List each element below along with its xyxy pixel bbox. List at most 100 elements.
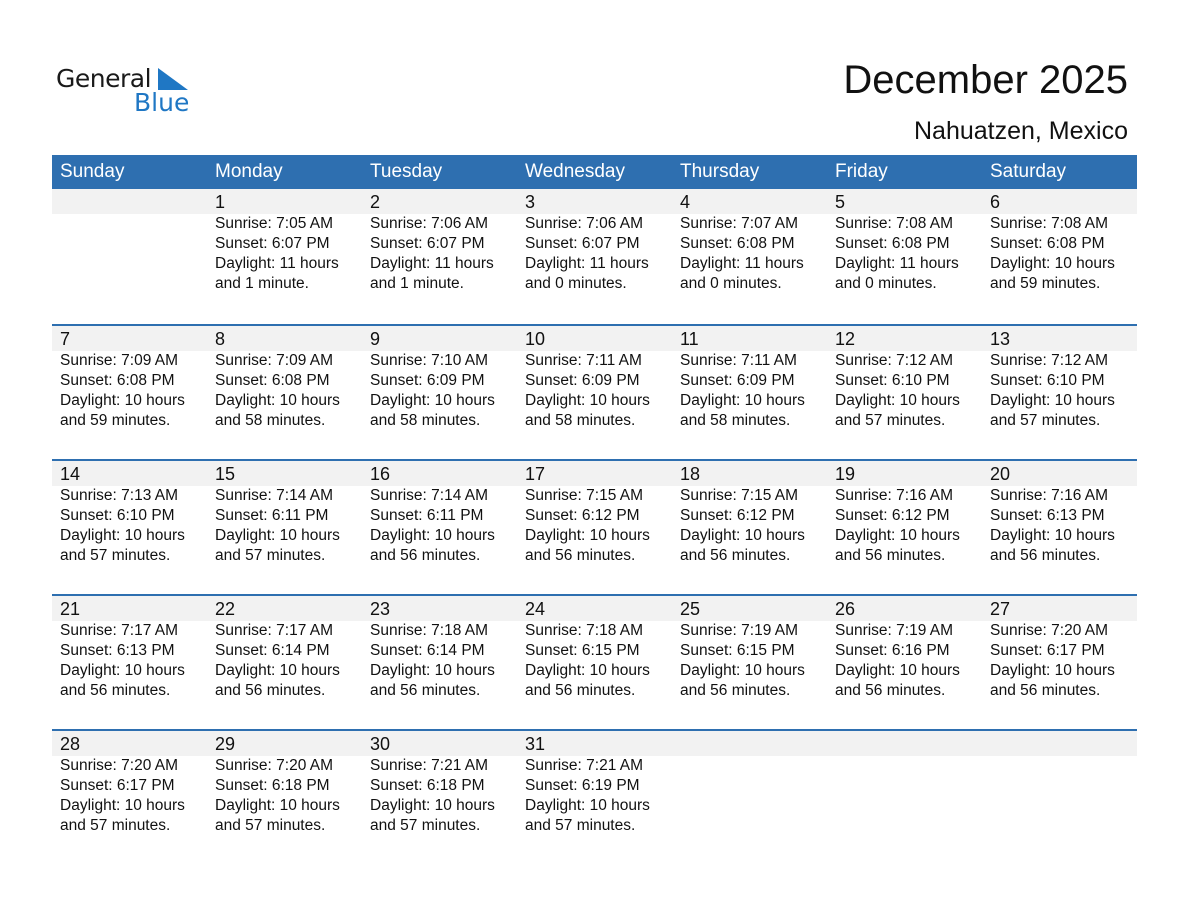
day-number: 6 bbox=[990, 192, 1001, 212]
day-cell: 4 Sunrise: 7:07 AM Sunset: 6:08 PM Daylight… bbox=[672, 189, 827, 324]
daylight-text: Daylight: 10 hours bbox=[60, 392, 185, 409]
daylight-text: Daylight: 10 hours bbox=[60, 662, 185, 679]
day-cell: 22 Sunrise: 7:17 AM Sunset: 6:14 PM Dayligh… bbox=[207, 596, 362, 729]
day-number: 26 bbox=[835, 599, 856, 619]
daylight-text: Daylight: 10 hours bbox=[990, 527, 1115, 544]
sunrise-text: Sunrise: 7:17 AM bbox=[60, 622, 179, 639]
sunrise-text: Sunrise: 7:05 AM bbox=[215, 215, 334, 232]
daylight-minutes-text: and 56 minutes. bbox=[525, 547, 636, 564]
day-number: 20 bbox=[990, 464, 1011, 484]
day-number: 30 bbox=[370, 734, 391, 754]
daylight-minutes-text: and 56 minutes. bbox=[370, 682, 481, 699]
sunrise-text: Sunrise: 7:16 AM bbox=[835, 487, 954, 504]
sunset-text: Sunset: 6:08 PM bbox=[680, 235, 795, 252]
date-band bbox=[52, 596, 1137, 621]
sunrise-text: Sunrise: 7:14 AM bbox=[370, 487, 489, 504]
day-number: 13 bbox=[990, 329, 1011, 349]
day-cell: 9 Sunrise: 7:10 AM Sunset: 6:09 PM Daylight… bbox=[362, 326, 517, 459]
daylight-text: Daylight: 10 hours bbox=[215, 392, 340, 409]
sunset-text: Sunset: 6:16 PM bbox=[835, 642, 950, 659]
sunrise-text: Sunrise: 7:19 AM bbox=[835, 622, 954, 639]
day-cell: 20 Sunrise: 7:16 AM Sunset: 6:13 PM Dayligh… bbox=[982, 461, 1137, 594]
day-cell: 1 Sunrise: 7:05 AM Sunset: 6:07 PM Daylight… bbox=[207, 189, 362, 324]
daylight-minutes-text: and 58 minutes. bbox=[680, 412, 791, 429]
daylight-minutes-text: and 56 minutes. bbox=[835, 547, 946, 564]
sunrise-text: Sunrise: 7:09 AM bbox=[215, 352, 334, 369]
sunrise-text: Sunrise: 7:12 AM bbox=[835, 352, 954, 369]
daylight-text: Daylight: 10 hours bbox=[990, 255, 1115, 272]
daylight-text: Daylight: 10 hours bbox=[215, 662, 340, 679]
day-number: 17 bbox=[525, 464, 546, 484]
sunset-text: Sunset: 6:08 PM bbox=[60, 372, 175, 389]
sunset-text: Sunset: 6:13 PM bbox=[60, 642, 175, 659]
daylight-minutes-text: and 57 minutes. bbox=[215, 817, 326, 834]
weekday-sunday: Sunday bbox=[60, 161, 125, 182]
logo-text-blue: Blue bbox=[134, 88, 190, 117]
sunrise-text: Sunrise: 7:19 AM bbox=[680, 622, 799, 639]
weekday-thursday: Thursday bbox=[680, 161, 760, 182]
daylight-text: Daylight: 10 hours bbox=[215, 797, 340, 814]
day-cell: 23 Sunrise: 7:18 AM Sunset: 6:14 PM Dayligh… bbox=[362, 596, 517, 729]
sunrise-text: Sunrise: 7:08 AM bbox=[990, 215, 1109, 232]
daylight-minutes-text: and 56 minutes. bbox=[215, 682, 326, 699]
sunset-text: Sunset: 6:14 PM bbox=[215, 642, 330, 659]
day-cell: 24 Sunrise: 7:18 AM Sunset: 6:15 PM Dayligh… bbox=[517, 596, 672, 729]
sunrise-text: Sunrise: 7:14 AM bbox=[215, 487, 334, 504]
day-number: 8 bbox=[215, 329, 226, 349]
sunrise-text: Sunrise: 7:20 AM bbox=[990, 622, 1109, 639]
daylight-minutes-text: and 56 minutes. bbox=[680, 547, 791, 564]
day-cell: 21 Sunrise: 7:17 AM Sunset: 6:13 PM Dayligh… bbox=[52, 596, 207, 729]
day-cell: 31 Sunrise: 7:21 AM Sunset: 6:19 PM Dayligh… bbox=[517, 731, 672, 864]
day-number: 19 bbox=[835, 464, 856, 484]
date-band bbox=[52, 326, 1137, 351]
location-subtitle: Nahuatzen, Mexico bbox=[913, 117, 1128, 145]
weekday-tuesday: Tuesday bbox=[370, 161, 443, 182]
daylight-text: Daylight: 10 hours bbox=[990, 392, 1115, 409]
sunset-text: Sunset: 6:07 PM bbox=[370, 235, 485, 252]
sunset-text: Sunset: 6:09 PM bbox=[680, 372, 795, 389]
sunrise-text: Sunrise: 7:21 AM bbox=[370, 757, 489, 774]
daylight-text: Daylight: 10 hours bbox=[525, 797, 650, 814]
sunrise-text: Sunrise: 7:13 AM bbox=[60, 487, 179, 504]
day-cell: 5 Sunrise: 7:08 AM Sunset: 6:08 PM Daylight… bbox=[827, 189, 982, 324]
daylight-text: Daylight: 10 hours bbox=[835, 392, 960, 409]
daylight-text: Daylight: 11 hours bbox=[370, 255, 494, 272]
sunset-text: Sunset: 6:10 PM bbox=[990, 372, 1105, 389]
daylight-text: Daylight: 10 hours bbox=[525, 392, 650, 409]
sunrise-text: Sunrise: 7:11 AM bbox=[680, 352, 797, 369]
daylight-text: Daylight: 10 hours bbox=[990, 662, 1115, 679]
day-cell: 13 Sunrise: 7:12 AM Sunset: 6:10 PM Dayligh… bbox=[982, 326, 1137, 459]
sunrise-text: Sunrise: 7:16 AM bbox=[990, 487, 1109, 504]
day-cell: 7 Sunrise: 7:09 AM Sunset: 6:08 PM Daylight… bbox=[52, 326, 207, 459]
sunset-text: Sunset: 6:13 PM bbox=[990, 507, 1105, 524]
sunset-text: Sunset: 6:11 PM bbox=[370, 507, 484, 524]
day-number: 4 bbox=[680, 192, 691, 212]
day-cell: 18 Sunrise: 7:15 AM Sunset: 6:12 PM Dayligh… bbox=[672, 461, 827, 594]
daylight-text: Daylight: 11 hours bbox=[215, 255, 339, 272]
day-cell: 3 Sunrise: 7:06 AM Sunset: 6:07 PM Daylight… bbox=[517, 189, 672, 324]
sunrise-text: Sunrise: 7:18 AM bbox=[525, 622, 644, 639]
day-number: 27 bbox=[990, 599, 1011, 619]
sunrise-text: Sunrise: 7:21 AM bbox=[525, 757, 644, 774]
sunrise-text: Sunrise: 7:08 AM bbox=[835, 215, 954, 232]
weekday-wednesday: Wednesday bbox=[525, 161, 625, 182]
day-number: 25 bbox=[680, 599, 701, 619]
daylight-text: Daylight: 11 hours bbox=[525, 255, 649, 272]
day-number: 16 bbox=[370, 464, 391, 484]
day-cell: 17 Sunrise: 7:15 AM Sunset: 6:12 PM Dayligh… bbox=[517, 461, 672, 594]
sunrise-text: Sunrise: 7:11 AM bbox=[525, 352, 642, 369]
daylight-minutes-text: and 57 minutes. bbox=[835, 412, 946, 429]
daylight-minutes-text: and 56 minutes. bbox=[990, 682, 1101, 699]
day-cell: 15 Sunrise: 7:14 AM Sunset: 6:11 PM Dayligh… bbox=[207, 461, 362, 594]
day-cell: 12 Sunrise: 7:12 AM Sunset: 6:10 PM Dayligh… bbox=[827, 326, 982, 459]
daylight-text: Daylight: 10 hours bbox=[680, 392, 805, 409]
daylight-text: Daylight: 10 hours bbox=[60, 527, 185, 544]
sunset-text: Sunset: 6:07 PM bbox=[215, 235, 330, 252]
daylight-minutes-text: and 56 minutes. bbox=[370, 547, 481, 564]
day-number: 28 bbox=[60, 734, 81, 754]
day-number: 11 bbox=[680, 329, 699, 349]
daylight-minutes-text: and 1 minute. bbox=[370, 275, 464, 292]
empty-cell bbox=[827, 731, 982, 864]
day-cell: 30 Sunrise: 7:21 AM Sunset: 6:18 PM Dayligh… bbox=[362, 731, 517, 864]
